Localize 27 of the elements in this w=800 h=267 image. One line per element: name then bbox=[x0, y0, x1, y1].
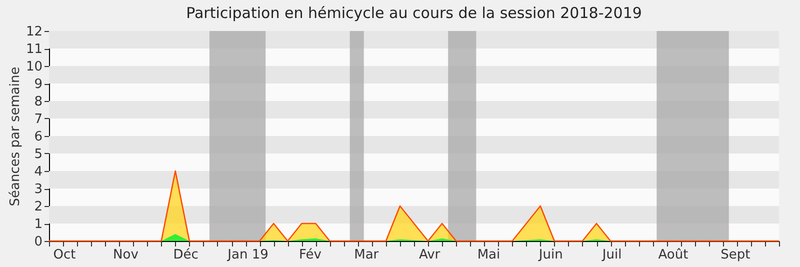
x-tick-label: Mar bbox=[354, 248, 380, 262]
x-tick-label: Juin bbox=[538, 248, 563, 262]
x-tick-label: Août bbox=[658, 248, 688, 262]
y-axis-title: Séances par semaine bbox=[8, 66, 23, 206]
chart-title: Participation en hémicycle au cours de la session 2018-2019 bbox=[186, 4, 642, 22]
y-tick-label: 12 bbox=[26, 24, 42, 40]
y-tick-label: 2 bbox=[34, 200, 42, 214]
x-tick-label: Jan 19 bbox=[226, 248, 268, 262]
x-tick-label: Mai bbox=[477, 248, 500, 262]
y-tick-label: 6 bbox=[34, 130, 42, 144]
y-tick-label: 8 bbox=[34, 94, 42, 110]
x-tick-label: Juil bbox=[601, 248, 622, 262]
x-tick-label: Nov bbox=[113, 248, 139, 262]
x-tick-label: Sept bbox=[720, 248, 750, 262]
x-tick-label: Oct bbox=[53, 248, 76, 262]
x-tick-label: Déc bbox=[173, 248, 198, 262]
y-tick-label: 5 bbox=[34, 147, 42, 162]
y-tick-label: 10 bbox=[26, 60, 42, 74]
y-tick-label: 11 bbox=[26, 42, 42, 57]
y-tick-label: 1 bbox=[34, 217, 42, 232]
y-tick-label: 3 bbox=[34, 182, 42, 197]
x-tick-label: Fév bbox=[298, 248, 322, 262]
x-tick-label: Avr bbox=[418, 248, 441, 262]
y-tick-label: 9 bbox=[34, 77, 42, 92]
y-tick-label: 4 bbox=[34, 164, 42, 180]
y-tick-label: 7 bbox=[34, 112, 42, 127]
y-tick-label: 0 bbox=[34, 234, 42, 250]
